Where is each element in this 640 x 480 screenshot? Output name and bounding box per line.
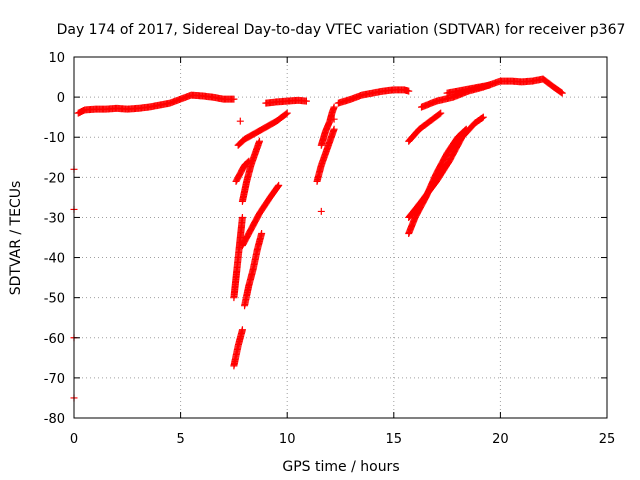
data-point-isolated (236, 117, 244, 125)
data-point (437, 109, 445, 117)
series-pass-7 (238, 137, 263, 205)
data-point (282, 110, 290, 118)
data-point (436, 110, 444, 118)
y-tick-label: 10 (48, 51, 65, 66)
data-point (478, 114, 486, 122)
y-tick-label: -50 (44, 292, 65, 307)
data-point (258, 229, 266, 237)
x-tick-label: 5 (176, 432, 184, 447)
y-axis-label: SDTVAR / TECUs (8, 181, 24, 296)
data-point (238, 326, 246, 334)
y-tick-label: -10 (44, 131, 65, 146)
x-tick-label: 15 (386, 432, 403, 447)
y-tick-label: -70 (44, 372, 65, 387)
axis-ticks: 0 5 10 15 20 25 10 0 -10 -20 -30 -40 -50 -60 -70 -80 (44, 51, 616, 447)
y-tick-label: -80 (44, 412, 65, 427)
series-pass-11 (317, 103, 338, 149)
series-pass-17 (443, 81, 494, 97)
data-point (230, 95, 238, 103)
data-point (275, 181, 283, 189)
series-pass-6 (241, 229, 266, 310)
x-tick-label: 20 (492, 432, 509, 447)
series-pass-10 (313, 125, 338, 185)
series-pass-12 (334, 86, 413, 107)
x-tick-label: 0 (70, 432, 78, 447)
grid-lines (74, 57, 607, 418)
y-tick-label: -60 (44, 332, 65, 347)
series-pass-9 (262, 96, 310, 107)
x-tick-label: 10 (279, 432, 296, 447)
y-tick-label: 0 (57, 91, 65, 106)
y-tick-label: -20 (44, 171, 65, 186)
y-tick-label: -30 (44, 211, 65, 226)
data-point (557, 88, 565, 96)
data-point (283, 109, 291, 117)
data-point (330, 125, 338, 133)
series-pass-1 (74, 91, 238, 117)
x-tick-label: 25 (599, 432, 616, 447)
data-point (558, 89, 566, 97)
data-point (255, 137, 263, 145)
series-pass-14 (405, 113, 487, 221)
data-point (479, 113, 487, 121)
y-tick-label: -40 (44, 252, 65, 267)
data-point (302, 97, 310, 105)
data-point (405, 87, 413, 95)
series-pass-5 (230, 326, 246, 370)
plot-frame (73, 56, 608, 419)
data-point-isolated (330, 115, 338, 123)
data-point (486, 81, 494, 89)
data-point (238, 213, 246, 221)
x-axis-label: GPS time / hours (282, 459, 399, 475)
data-points (70, 75, 566, 402)
series-pass-15 (405, 109, 445, 145)
series-pass-8 (238, 181, 283, 250)
series-pass-4 (230, 213, 246, 302)
data-point-isolated (317, 207, 325, 215)
chart-title: Day 174 of 2017, Sidereal Day-to-day VTE… (57, 22, 626, 38)
series-pass-3 (234, 109, 291, 149)
data-point (330, 103, 338, 111)
data-point (274, 182, 282, 190)
